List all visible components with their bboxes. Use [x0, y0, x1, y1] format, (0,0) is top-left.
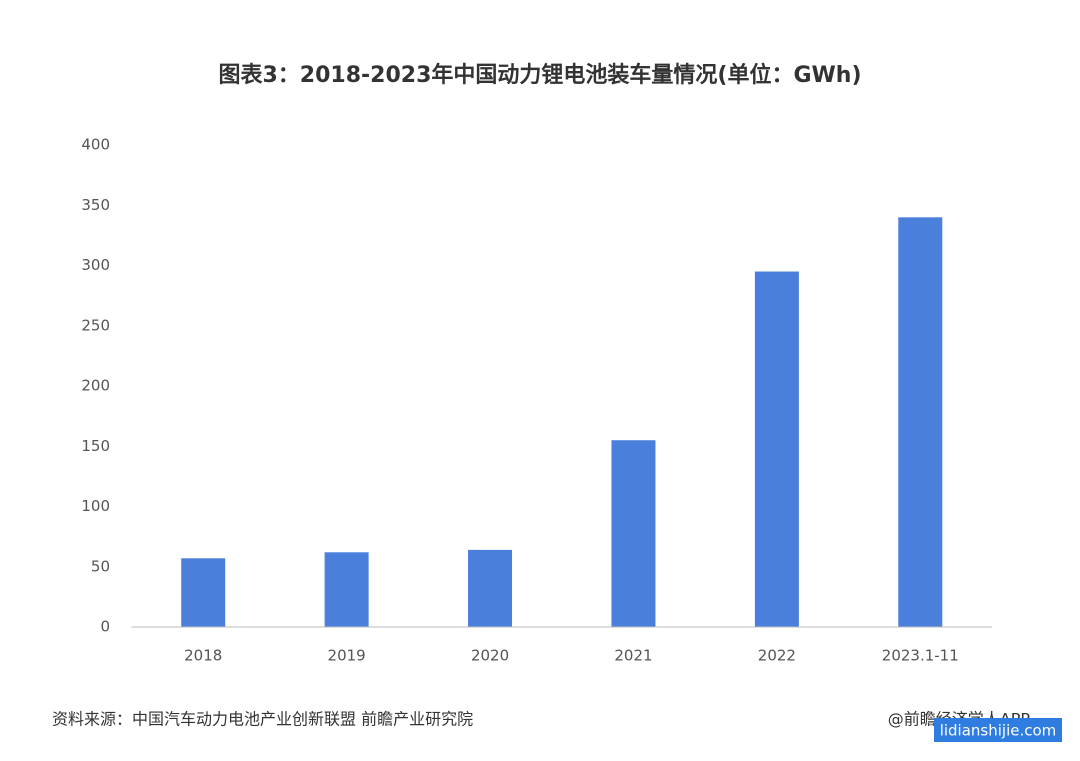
bar	[468, 549, 513, 627]
x-tick-label: 2023.1-11	[882, 647, 959, 665]
x-tick-label: 2021	[614, 647, 652, 665]
x-tick-label: 2022	[758, 647, 796, 665]
bar	[611, 440, 656, 627]
y-tick-label: 300	[81, 256, 110, 274]
y-tick-label: 0	[100, 618, 110, 636]
watermark-bg	[934, 718, 1062, 742]
y-tick-label: 250	[81, 316, 110, 334]
bar	[324, 552, 369, 627]
y-tick-label: 350	[81, 196, 110, 214]
x-tick-label: 2020	[471, 647, 509, 665]
y-tick-label: 200	[81, 377, 110, 395]
bar	[898, 217, 943, 628]
y-tick-label: 50	[91, 557, 110, 575]
y-tick-label: 400	[81, 136, 110, 154]
source-note: 资料来源：中国汽车动力电池产业创新联盟 前瞻产业研究院	[52, 710, 473, 729]
y-tick-label: 100	[81, 497, 110, 515]
x-tick-label: 2019	[328, 647, 366, 665]
y-tick-label: 150	[81, 437, 110, 455]
bar	[754, 271, 799, 627]
bar	[181, 558, 226, 627]
chart-title: 图表3：2018-2023年中国动力锂电池装车量情况(单位：GWh)	[219, 62, 862, 88]
watermark: lidianshijie.com	[940, 722, 1057, 740]
x-tick-label: 2018	[184, 647, 222, 665]
